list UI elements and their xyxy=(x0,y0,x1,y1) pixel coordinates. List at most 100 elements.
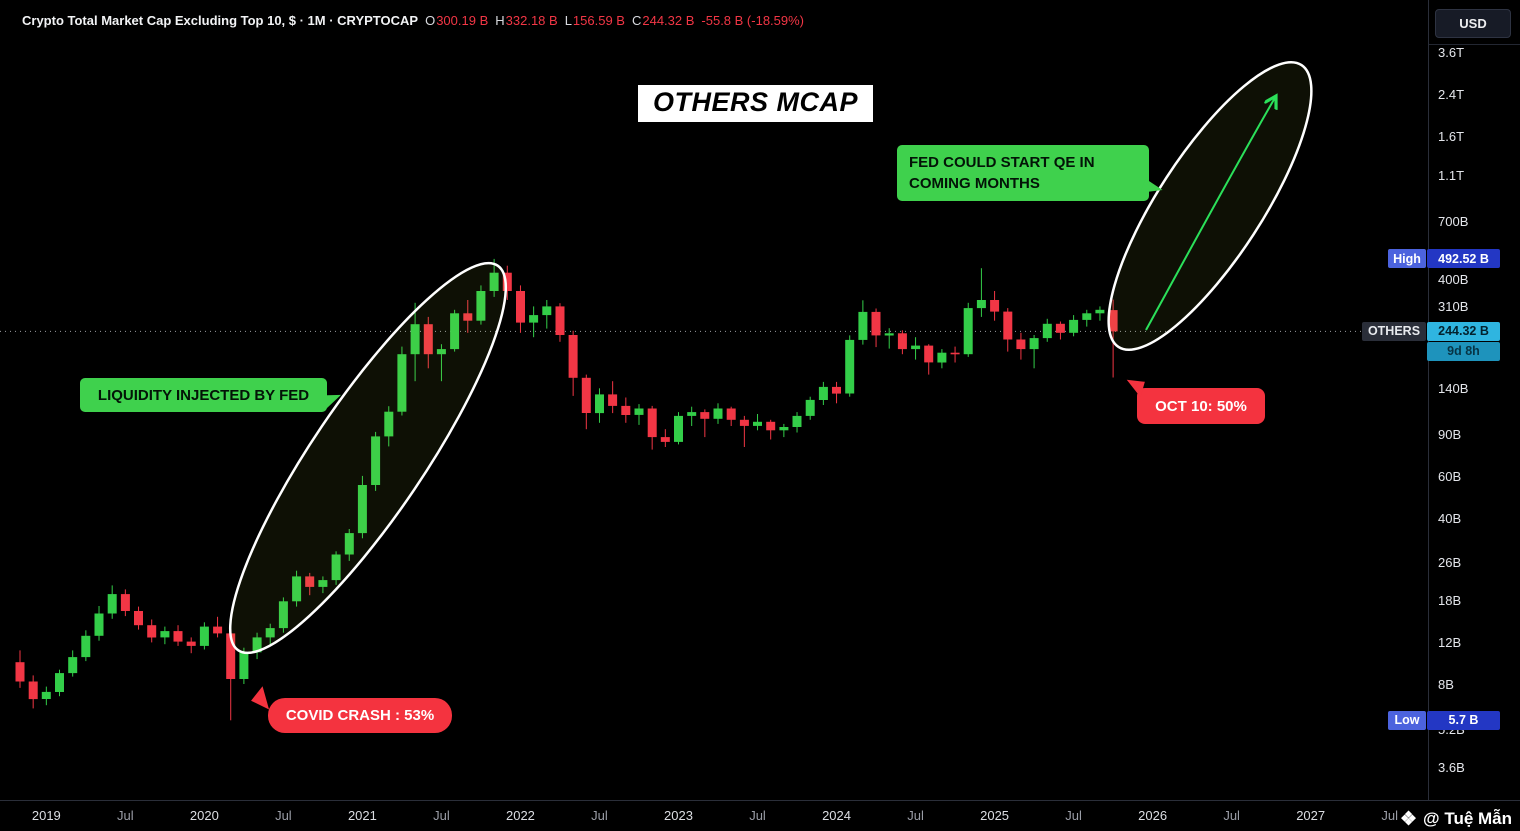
candles-layer xyxy=(15,258,1118,721)
candle-body xyxy=(147,625,157,638)
candle-body xyxy=(595,394,604,414)
chart-region[interactable]: Crypto Total Market Cap Excluding Top 10… xyxy=(0,0,1428,801)
symbol-title[interactable]: Crypto Total Market Cap Excluding Top 10… xyxy=(22,13,419,28)
time-tick-year: 2022 xyxy=(505,808,535,823)
price-tick: 700B xyxy=(1438,214,1469,230)
low-badge-value: 5.7 B xyxy=(1427,710,1500,730)
candle-body xyxy=(94,613,104,636)
candle-body xyxy=(423,324,433,355)
high-badge-value: 492.52 B xyxy=(1427,249,1500,269)
price-axis-separator xyxy=(1429,44,1520,45)
candle-body xyxy=(1003,311,1013,340)
candle-body xyxy=(371,436,381,485)
watermark-handle: @ Tuệ Mẫn xyxy=(1423,809,1512,828)
candle-body xyxy=(621,405,631,415)
candle-body xyxy=(265,628,275,638)
candle-body xyxy=(581,377,591,413)
time-tick-year: 2021 xyxy=(347,808,377,823)
candle-body xyxy=(726,408,736,420)
candle-body xyxy=(779,427,789,431)
candle-body xyxy=(55,673,64,692)
candle-body xyxy=(832,386,841,394)
time-tick-year: 2024 xyxy=(822,808,851,823)
candle-body xyxy=(15,662,25,682)
candle-body xyxy=(68,657,78,674)
candle-body xyxy=(713,408,723,419)
time-tick-year: 2019 xyxy=(31,808,61,823)
time-tick-year: 2023 xyxy=(664,808,693,823)
price-tick: 400B xyxy=(1438,272,1469,288)
candle-body xyxy=(647,408,657,438)
candle-body xyxy=(805,399,815,416)
candle-body xyxy=(41,691,51,699)
candle-body xyxy=(120,594,130,611)
candlestick-chart[interactable] xyxy=(0,0,1428,801)
ohlc-close-label: C xyxy=(631,13,642,28)
candle-body xyxy=(1095,309,1105,314)
time-tick-year: 2020 xyxy=(189,808,219,823)
rally-ellipse-drawing[interactable] xyxy=(192,234,544,681)
candle-body xyxy=(344,533,354,555)
candle-body xyxy=(81,635,91,658)
ohlc-open-value: 300.19 B xyxy=(436,13,489,28)
price-tick: 140B xyxy=(1438,381,1469,397)
candle-body xyxy=(239,652,249,679)
candle-body xyxy=(660,437,670,442)
price-tick: 26B xyxy=(1438,555,1462,571)
candle-body xyxy=(463,313,473,321)
projection-ellipse-drawing[interactable] xyxy=(1075,37,1345,375)
time-tick-year: 2025 xyxy=(980,808,1010,823)
candle-body xyxy=(318,580,328,587)
price-tick: 3.6T xyxy=(1438,45,1465,60)
candle-body xyxy=(542,306,552,316)
candle-body xyxy=(1082,313,1092,320)
chart-title-overlay[interactable]: OTHERS MCAP xyxy=(638,85,874,122)
candle-body xyxy=(278,601,288,629)
candle-body xyxy=(107,594,117,614)
bar-countdown: 9d 8h xyxy=(1427,341,1500,361)
candle-body xyxy=(252,637,262,653)
time-tick-year: 2026 xyxy=(1138,808,1168,823)
watermark: ❖ @ Tuệ Mẫn xyxy=(1400,809,1512,829)
ohlc-change-value: -55.8 B (-18.59%) xyxy=(701,13,805,28)
ohlc-high-value: 332.18 B xyxy=(505,13,558,28)
price-axis[interactable]: USD 3.6T 2.4T 1.6T 1.1T 700B 400B 310B 140B 90B 6… xyxy=(1428,0,1520,801)
ohlc-low-label: L xyxy=(564,13,572,28)
price-tick: 40B xyxy=(1438,510,1462,526)
time-tick-month: Jul xyxy=(275,808,292,823)
candle-body xyxy=(555,306,565,335)
candle-body xyxy=(529,315,539,323)
time-tick-year: 2027 xyxy=(1296,808,1326,823)
candle-body xyxy=(845,339,855,394)
ohlc-low-value: 156.59 B xyxy=(572,13,625,28)
candle-body xyxy=(568,335,578,378)
covid-crash-callout[interactable]: COVID CRASH : 53% xyxy=(268,698,452,733)
price-tick: 18B xyxy=(1438,593,1462,609)
time-tick-month: Jul xyxy=(433,808,450,823)
price-tick: 8B xyxy=(1438,677,1454,693)
time-axis[interactable]: 2019 Jul 2020 Jul 2021 Jul 2022 Jul 2023 Jul 2024 J… xyxy=(0,800,1520,831)
candle-body xyxy=(436,349,446,355)
candle-body xyxy=(134,611,143,626)
ohlc-high-label: H xyxy=(495,13,505,28)
binance-logo-icon: ❖ xyxy=(1399,808,1418,830)
projection-arrow-drawing[interactable] xyxy=(1145,96,1276,331)
price-tick: 3.6B xyxy=(1438,759,1465,775)
liquidity-injected-callout[interactable]: LIQUIDITY INJECTED BY FED xyxy=(80,378,327,412)
high-badge-label: High xyxy=(1388,249,1426,269)
currency-toggle-button[interactable]: USD xyxy=(1435,9,1511,38)
others-badge-value: 244.32 B xyxy=(1427,321,1500,341)
candle-body xyxy=(700,412,710,419)
candle-body xyxy=(818,386,828,400)
ohlc-close-value: 244.32 B xyxy=(642,13,695,28)
candle-body xyxy=(160,631,170,638)
candle-body xyxy=(937,352,947,363)
candle-body xyxy=(397,354,407,412)
candle-body xyxy=(226,633,236,679)
fed-qe-callout[interactable]: FED COULD START QE IN COMING MONTHS xyxy=(897,145,1149,201)
oct10-drop-callout[interactable]: OCT 10: 50% xyxy=(1137,388,1265,424)
candle-body xyxy=(884,333,894,336)
price-tick: 60B xyxy=(1438,468,1462,484)
time-tick-month: Jul xyxy=(117,808,134,823)
price-tick: 12B xyxy=(1438,635,1462,651)
